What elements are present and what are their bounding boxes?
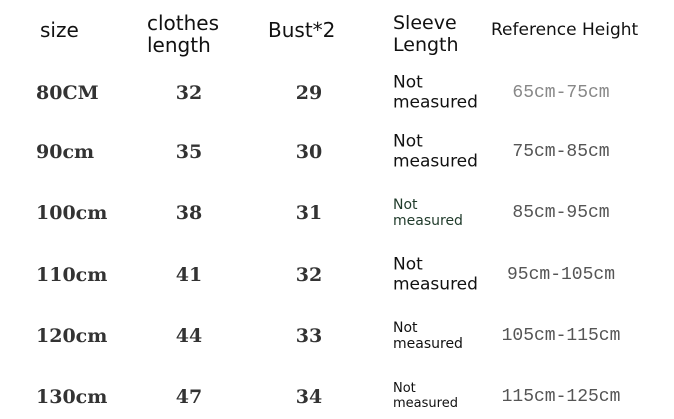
bust-cell: 32 bbox=[295, 264, 323, 286]
sleeve-cell: Not measured bbox=[393, 255, 478, 294]
header-sleeve-line1: Sleeve bbox=[393, 12, 457, 34]
header-reference-height: Reference Height bbox=[491, 20, 639, 40]
length-cell: 38 bbox=[175, 202, 203, 224]
height-cell: 85cm-95cm bbox=[512, 203, 610, 223]
height-cell: 95cm-105cm bbox=[506, 265, 616, 285]
sleeve-line1: Not bbox=[393, 319, 418, 336]
sleeve-line1: Not bbox=[393, 131, 423, 152]
sleeve-line2: measured bbox=[393, 274, 478, 294]
bust-cell: 30 bbox=[295, 141, 323, 163]
sleeve-line1: Not bbox=[393, 254, 423, 275]
header-clothes-length: clothes length bbox=[147, 12, 219, 56]
length-cell: 32 bbox=[175, 82, 203, 104]
sleeve-cell: Not measured bbox=[393, 320, 463, 352]
size-cell: 100cm bbox=[36, 202, 108, 224]
size-cell: 90cm bbox=[36, 141, 95, 163]
bust-cell: 34 bbox=[295, 386, 323, 408]
height-cell: 115cm-125cm bbox=[501, 387, 621, 407]
height-cell: 65cm-75cm bbox=[512, 83, 610, 103]
sleeve-line1: Not bbox=[393, 381, 416, 397]
height-cell: 105cm-115cm bbox=[501, 326, 621, 346]
sleeve-line1: Not bbox=[393, 196, 418, 213]
header-clothes-length-line2: length bbox=[147, 33, 211, 57]
size-cell: 120cm bbox=[36, 325, 108, 347]
sleeve-line2: measured bbox=[393, 151, 478, 171]
length-cell: 44 bbox=[175, 325, 203, 347]
sleeve-line2: measured bbox=[393, 336, 463, 352]
sleeve-cell: Not measured bbox=[393, 381, 458, 412]
sleeve-cell: Not measured bbox=[393, 197, 463, 229]
sleeve-line2: measured bbox=[393, 92, 478, 112]
length-cell: 47 bbox=[175, 386, 203, 408]
header-sleeve-line2: Length bbox=[393, 34, 459, 56]
bust-cell: 31 bbox=[295, 202, 323, 224]
height-cell: 75cm-85cm bbox=[512, 142, 610, 162]
sleeve-cell: Not measured bbox=[393, 73, 478, 112]
bust-cell: 33 bbox=[295, 325, 323, 347]
size-cell: 130cm bbox=[36, 386, 108, 408]
header-sleeve-length: Sleeve Length bbox=[393, 12, 459, 56]
sleeve-line2: measured bbox=[393, 396, 458, 411]
sleeve-cell: Not measured bbox=[393, 132, 478, 171]
header-bust: Bust*2 bbox=[268, 18, 336, 42]
sleeve-line1: Not bbox=[393, 72, 423, 93]
header-size: size bbox=[40, 18, 79, 42]
size-cell: 110cm bbox=[36, 264, 108, 286]
length-cell: 41 bbox=[175, 264, 203, 286]
bust-cell: 29 bbox=[295, 82, 323, 104]
length-cell: 35 bbox=[175, 141, 203, 163]
header-clothes-length-line1: clothes bbox=[147, 11, 220, 35]
sleeve-line2: measured bbox=[393, 213, 463, 229]
size-cell: 80CM bbox=[36, 82, 99, 104]
